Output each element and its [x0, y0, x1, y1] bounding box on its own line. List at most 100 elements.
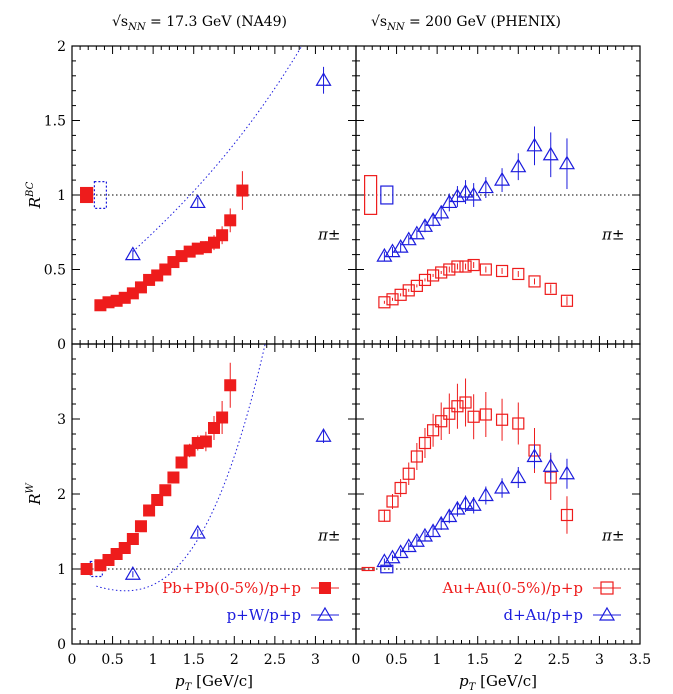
data-point-open-square: [410, 450, 423, 463]
data-point-open-triangle: [433, 204, 450, 219]
data-point-open-square: [386, 495, 399, 508]
legend-right: Au+Au(0-5%)/p+p d+Au/p+p: [442, 579, 621, 624]
data-point-open-square: [479, 408, 492, 421]
panel-plot-area: [356, 126, 640, 309]
data-point-open-triangle: [494, 171, 511, 186]
y-tick-label: 1.5: [44, 114, 66, 130]
data-point-open-triangle: [449, 500, 466, 515]
legend-pw-label: p+W/p+p: [227, 606, 301, 624]
x-axis-label-unit: [GeV/c]: [475, 672, 537, 690]
legend-auau-label: Au+Au(0-5%)/p+p: [442, 579, 584, 597]
data-point-open-triangle: [433, 515, 450, 530]
data-point-filled-square: [199, 435, 212, 448]
data-point-open-triangle: [384, 549, 401, 564]
data-point-open-triangle: [425, 523, 442, 538]
y-axis-label: RW: [25, 482, 44, 505]
data-point-open-square: [512, 417, 525, 430]
data-point-open-square: [378, 509, 391, 522]
fit-curve: [96, 344, 266, 592]
data-point-open-square: [435, 415, 448, 428]
data-point-filled-square: [167, 471, 180, 484]
data-point-open-square: [544, 282, 557, 295]
normalization-box: [80, 186, 94, 204]
y-tick-label: 1: [57, 562, 66, 578]
data-point-open-triangle: [477, 487, 494, 502]
legend-dau-marker: [598, 606, 616, 621]
data-point-open-triangle: [494, 479, 511, 494]
header-left-sub: NN: [127, 22, 147, 33]
data-point-open-triangle: [542, 458, 559, 472]
data-point-open-square: [528, 275, 541, 288]
data-point-open-square: [386, 293, 399, 306]
x-tick-label: 1: [149, 652, 158, 668]
y-tick-label: 2: [57, 39, 66, 55]
data-point-open-triangle: [510, 158, 527, 173]
data-point-open-triangle: [425, 212, 442, 226]
x-tick-label: 2.5: [548, 652, 570, 668]
y-axis-label: RBC: [25, 181, 44, 209]
normalization-box: [380, 185, 394, 205]
panel-top-left: 0 0.5 1 1.5 2 RBC π±: [25, 39, 357, 353]
data-point-filled-square: [236, 184, 249, 197]
x-axis-label: pT [GeV/c]: [175, 672, 253, 693]
particle-label: π±: [317, 226, 340, 244]
data-point-filled-square: [216, 229, 229, 242]
y-axis-label-sup: W: [25, 482, 36, 493]
x-tick-label: 0.5: [385, 652, 407, 668]
data-point-open-triangle: [465, 497, 482, 511]
panel-frame: [71, 343, 357, 645]
data-point-filled-square: [80, 563, 93, 575]
data-point-open-square: [443, 263, 456, 276]
data-point-filled-square: [143, 504, 156, 517]
data-point-open-square: [426, 269, 440, 282]
data-point-open-square: [467, 258, 480, 272]
data-point-filled-square: [126, 533, 139, 545]
data-point-open-square: [459, 396, 472, 409]
data-point-open-triangle: [376, 247, 393, 262]
data-point-filled-square: [224, 214, 237, 227]
data-point-open-square: [426, 424, 440, 437]
fit-curve: [132, 46, 303, 252]
panel-bottom-right: 0 0.5 1 1.5 2 2.5 3 3.5 pT [GeV/c] π±: [352, 343, 651, 693]
x-tick-label: 2: [230, 652, 239, 668]
legend-left: Pb+Pb(0-5%)/p+p p+W/p+p: [162, 579, 339, 624]
x-tick-label: 0: [352, 652, 361, 668]
y-tick-label: 2: [57, 487, 66, 503]
data-point-open-square: [495, 413, 509, 426]
data-point-open-square: [402, 467, 415, 480]
x-tick-label: 2: [514, 652, 523, 668]
data-point-open-square: [479, 263, 492, 276]
data-point-open-triangle: [465, 186, 482, 201]
y-axis-label-sup: BC: [25, 181, 36, 198]
data-point-open-triangle: [315, 428, 332, 442]
data-point-filled-square: [208, 422, 220, 434]
data-point-open-triangle: [510, 469, 527, 484]
data-point-open-square: [378, 296, 391, 309]
data-point-filled-square: [118, 542, 131, 554]
data-point-filled-square: [134, 520, 147, 533]
normalization-box: [364, 175, 378, 215]
data-point-open-triangle: [558, 465, 576, 480]
panel-plot-area: [72, 344, 356, 592]
y-axis-label-main: R: [26, 197, 44, 209]
particle-label: π±: [317, 527, 340, 545]
x-tick-label: 3: [595, 652, 604, 668]
header-right-label: √sNN = 200 GeV (PHENIX): [371, 14, 561, 33]
data-point-open-triangle: [457, 495, 474, 510]
y-tick-label: 3: [57, 412, 66, 428]
normalization-box: [361, 566, 375, 572]
particle-label: π±: [601, 527, 624, 545]
data-point-filled-square: [224, 379, 237, 392]
x-axis-label-unit: [GeV/c]: [191, 672, 253, 690]
panel-top-right: π±: [355, 45, 641, 345]
data-point-open-triangle: [477, 179, 494, 194]
data-point-open-triangle: [526, 448, 543, 463]
data-point-open-triangle: [441, 508, 458, 523]
data-point-filled-square: [151, 494, 164, 506]
x-tick-label: 2.5: [264, 652, 286, 668]
data-point-open-square: [512, 267, 525, 281]
data-point-open-triangle: [315, 72, 332, 86]
normalization-box: [380, 564, 394, 574]
